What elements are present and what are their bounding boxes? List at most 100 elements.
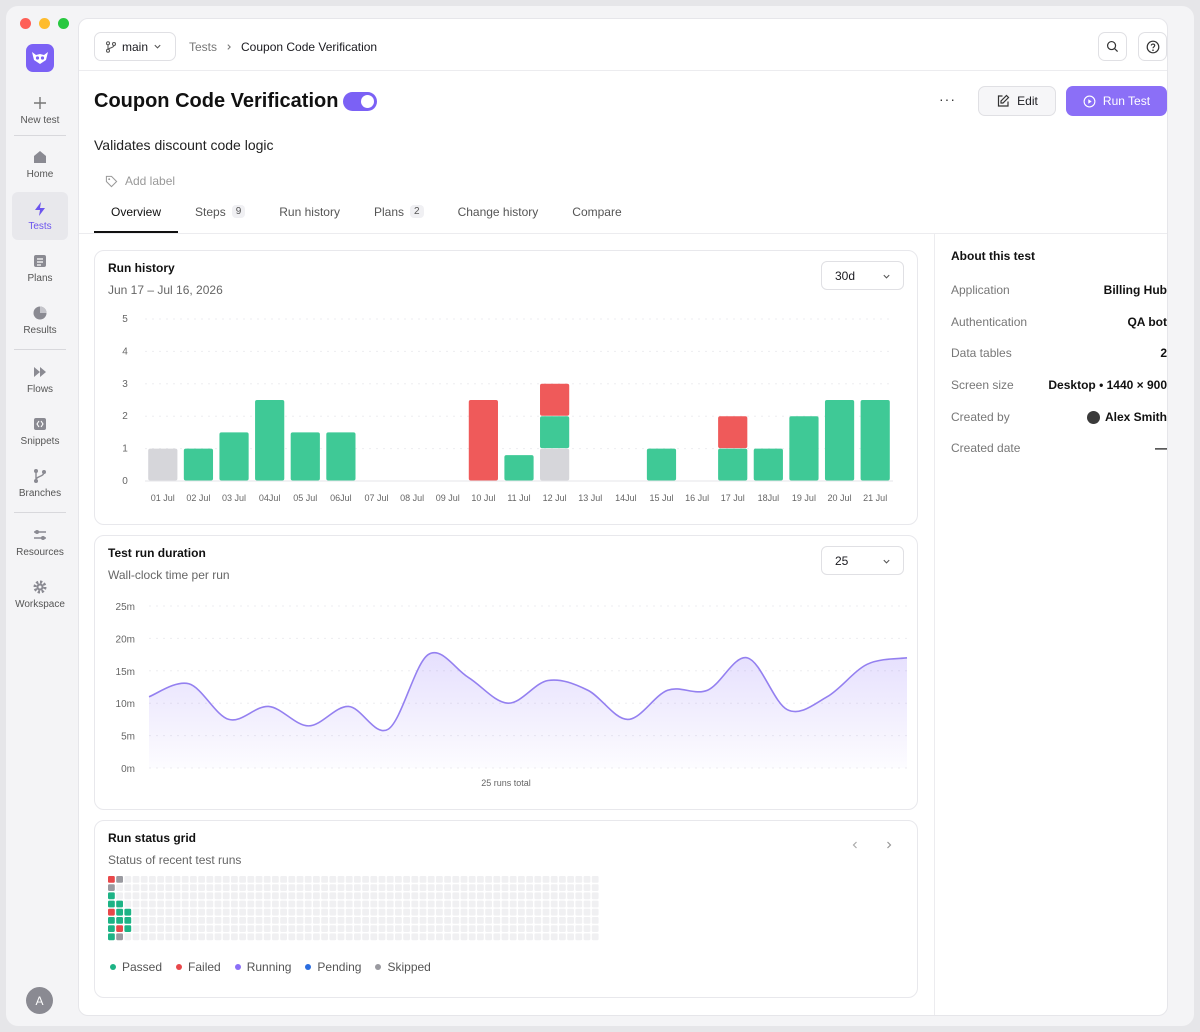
status-cell [395,892,402,900]
help-button[interactable] [1138,32,1167,61]
y-tick-label: 20m [116,634,135,645]
status-cell [395,900,402,908]
tab-steps[interactable]: Steps 9 [178,205,262,233]
status-cell [550,917,558,924]
status-cell [509,892,517,900]
search-button[interactable] [1098,32,1127,61]
bar-segment [540,383,570,416]
status-cell [190,933,197,941]
more-options-button[interactable]: ··· [939,91,956,107]
status-cell [518,892,525,900]
status-cell [509,925,517,932]
run-history-chart: 0 1 2 3 4 5 01 Jul 02 Jul 03 Jul 04Jul 05 Jul 06Jul… [122,314,893,503]
add-label-button[interactable]: Add label [105,174,175,188]
tab-change-history[interactable]: Change history [441,205,556,233]
status-cell [263,900,271,908]
status-cell [460,933,468,941]
sidebar-item-flows[interactable]: Flows [12,355,68,403]
status-cell [567,900,574,908]
y-tick-label: 5 [122,314,128,325]
status-cell [444,900,451,908]
status-cell [370,876,378,883]
sidebar-item-plans[interactable]: Plans [12,244,68,292]
tab-overview[interactable]: Overview [94,205,179,233]
chevron-right-icon[interactable] [884,840,894,850]
status-cell [378,900,386,908]
sidebar-item-results[interactable]: Results [12,296,68,344]
tab-compare[interactable]: Compare [555,205,638,233]
status-cell [559,933,566,941]
branch-selector[interactable]: main [94,32,176,61]
status-cell [198,908,205,916]
status-cell [501,892,509,900]
status-cell [247,908,255,916]
status-cell [575,900,583,908]
status-cell [345,925,353,932]
chevron-down-icon [883,274,890,279]
sidebar-item-workspace[interactable]: Workspace [12,570,68,618]
status-cell [116,900,123,908]
status-cell [354,908,361,916]
status-cell [190,917,197,924]
duration-line [148,651,908,732]
user-avatar[interactable]: A [26,987,53,1014]
breadcrumb-parent[interactable]: Tests [189,40,218,54]
about-title: About this test [951,249,1035,263]
status-cell [370,884,378,891]
zoom-window-button[interactable] [58,18,69,29]
status-cell [181,908,189,916]
tab-run-history[interactable]: Run history [262,205,357,233]
sidebar-item-home[interactable]: Home [12,140,68,188]
x-tick-label: 04Jul [259,493,281,503]
run-count-select[interactable]: 25 [821,546,904,575]
sidebar-item-snippets[interactable]: Snippets [12,407,68,455]
status-cell [534,933,542,941]
enabled-toggle[interactable] [343,92,377,111]
bar-segment [183,448,214,481]
status-cell [149,876,156,883]
status-cell [231,884,238,891]
status-cell [444,908,451,916]
tab-count: 2 [410,205,424,218]
tab-plans[interactable]: Plans 2 [357,205,441,233]
status-cell [214,900,222,908]
new-test-button[interactable]: New test [12,86,68,134]
status-cell [157,925,164,932]
status-cell [493,900,501,908]
edit-button[interactable]: Edit [978,86,1056,116]
status-cell [263,876,271,883]
status-cell [362,925,369,932]
status-cell [542,876,550,883]
period-select[interactable]: 30d [821,261,904,290]
status-cell [239,917,246,924]
status-cell [206,908,214,916]
run-test-button[interactable]: Run Test [1066,86,1167,116]
minimize-window-button[interactable] [39,18,50,29]
status-cell [239,884,246,891]
status-cell [575,925,583,932]
status-cell [395,908,402,916]
sidebar-item-tests[interactable]: Tests [12,192,68,240]
app-logo[interactable] [26,44,54,72]
status-cell [559,892,566,900]
status-cell [411,900,419,908]
status-cell [370,917,378,924]
help-icon [1146,40,1159,53]
status-cell [313,917,320,924]
status-cell [485,900,492,908]
status-cell [132,876,140,883]
status-cell [575,917,583,924]
bar-segment [753,448,783,481]
close-window-button[interactable] [20,18,31,29]
status-cell [198,900,205,908]
status-cell [583,908,591,916]
sidebar-item-resources[interactable]: Resources [12,518,68,566]
status-cell [468,876,476,883]
chevron-left-icon[interactable] [850,840,860,850]
status-cell [296,908,304,916]
plus-icon [34,96,46,109]
status-cell [460,917,468,924]
status-cell [345,933,353,941]
sidebar-item-branches[interactable]: Branches [12,459,68,507]
